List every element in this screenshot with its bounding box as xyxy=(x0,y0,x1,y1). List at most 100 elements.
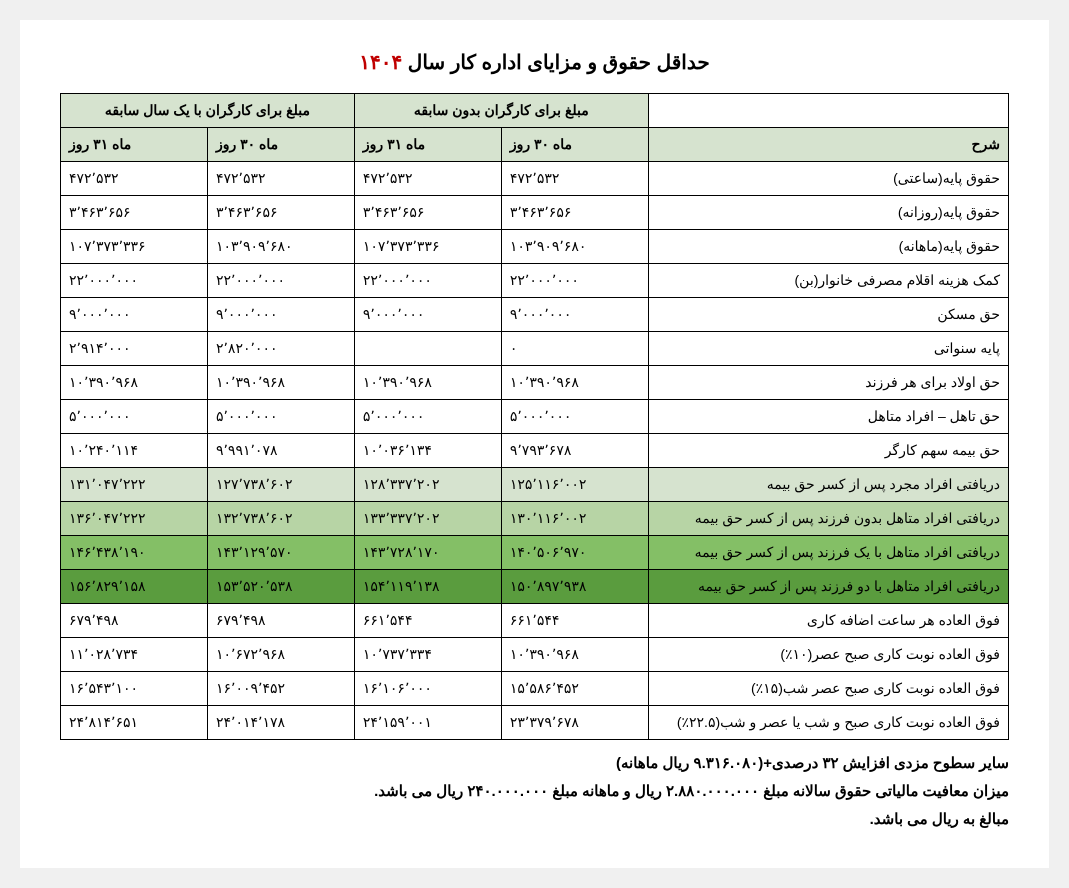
cell-value: ۵٬۰۰۰٬۰۰۰ xyxy=(207,400,354,434)
footnote-line: سایر سطوح مزدی افزایش ۳۲ درصدی+(۹.۳۱۶.۰۸… xyxy=(60,754,1009,772)
cell-value: ۱۳۳٬۳۳۷٬۲۰۲ xyxy=(354,502,501,536)
title-year: ۱۴۰۴ xyxy=(359,52,402,74)
cell-value: ۹٬۰۰۰٬۰۰۰ xyxy=(61,298,208,332)
cell-value: ۲۲٬۰۰۰٬۰۰۰ xyxy=(354,264,501,298)
table-row: حق اولاد برای هر فرزند۱۰٬۳۹۰٬۹۶۸۱۰٬۳۹۰٬۹… xyxy=(61,366,1009,400)
table-row: حقوق پایه(ماهانه)۱۰۳٬۹۰۹٬۶۸۰۱۰۷٬۳۷۳٬۳۳۶۱… xyxy=(61,230,1009,264)
cell-value: ۱۴۳٬۱۲۹٬۵۷۰ xyxy=(207,536,354,570)
cell-value: ۱۲۷٬۷۳۸٬۶۰۲ xyxy=(207,468,354,502)
cell-value: ۱۰۳٬۹۰۹٬۶۸۰ xyxy=(501,230,648,264)
cell-desc: فوق العاده نوبت کاری صبح عصر شب(۱۵٪) xyxy=(648,672,1008,706)
cell-value: ۱۳۶٬۰۴۷٬۲۲۲ xyxy=(61,502,208,536)
cell-value: ۲٬۸۲۰٬۰۰۰ xyxy=(207,332,354,366)
cell-desc: دریافتی افراد متاهل بدون فرزند پس از کسر… xyxy=(648,502,1008,536)
cell-desc: کمک هزینه اقلام مصرفی خانوار(بن) xyxy=(648,264,1008,298)
cell-value: ۱۶٬۱۰۶٬۰۰۰ xyxy=(354,672,501,706)
table-row: حق تاهل – افراد متاهل۵٬۰۰۰٬۰۰۰۵٬۰۰۰٬۰۰۰۵… xyxy=(61,400,1009,434)
cell-value: ۱۳۰٬۱۱۶٬۰۰۲ xyxy=(501,502,648,536)
cell-value: ۴۷۲٬۵۳۲ xyxy=(354,162,501,196)
cell-value: ۱۳۲٬۷۳۸٬۶۰۲ xyxy=(207,502,354,536)
cell-value: ۱۶٬۰۰۹٬۴۵۲ xyxy=(207,672,354,706)
cell-value: ۱۰٬۳۹۰٬۹۶۸ xyxy=(354,366,501,400)
cell-desc: حق بیمه سهم کارگر xyxy=(648,434,1008,468)
table-row: حق بیمه سهم کارگر۹٬۷۹۳٬۶۷۸۱۰٬۰۳۶٬۱۳۴۹٬۹۹… xyxy=(61,434,1009,468)
cell-desc: فوق العاده نوبت کاری صبح و شب یا عصر و ش… xyxy=(648,706,1008,740)
cell-value: ۱۰٬۲۴۰٬۱۱۴ xyxy=(61,434,208,468)
cell-desc: حق تاهل – افراد متاهل xyxy=(648,400,1008,434)
cell-desc: حق اولاد برای هر فرزند xyxy=(648,366,1008,400)
header-exp-30: ماه ۳۰ روز xyxy=(207,128,354,162)
cell-value: ۲۴٬۸۱۴٬۶۵۱ xyxy=(61,706,208,740)
cell-value: ۱۰٬۳۹۰٬۹۶۸ xyxy=(61,366,208,400)
cell-value: ۲۴٬۰۱۴٬۱۷۸ xyxy=(207,706,354,740)
cell-value: ۱۴۳٬۷۲۸٬۱۷۰ xyxy=(354,536,501,570)
cell-value: ۱۱٬۰۲۸٬۷۳۴ xyxy=(61,638,208,672)
footnote-line: میزان معافیت مالیاتی حقوق سالانه مبلغ ۲.… xyxy=(60,782,1009,800)
cell-value: ۱۵۴٬۱۱۹٬۱۳۸ xyxy=(354,570,501,604)
cell-value: ۹٬۰۰۰٬۰۰۰ xyxy=(207,298,354,332)
cell-value: ۵٬۰۰۰٬۰۰۰ xyxy=(61,400,208,434)
cell-value: ۱۳۱٬۰۴۷٬۲۲۲ xyxy=(61,468,208,502)
cell-value: ۱۵۳٬۵۲۰٬۵۳۸ xyxy=(207,570,354,604)
table-row: دریافتی افراد متاهل با یک فرزند پس از کس… xyxy=(61,536,1009,570)
cell-value: ۳٬۴۶۳٬۶۵۶ xyxy=(354,196,501,230)
cell-value: ۱۴۶٬۴۳۸٬۱۹۰ xyxy=(61,536,208,570)
cell-value: ۶۶۱٬۵۴۴ xyxy=(501,604,648,638)
cell-value: ۳٬۴۶۳٬۶۵۶ xyxy=(501,196,648,230)
page: حداقل حقوق و مزایای اداره کار سال ۱۴۰۴ م… xyxy=(20,20,1049,868)
cell-value: ۲۴٬۱۵۹٬۰۰۱ xyxy=(354,706,501,740)
cell-value: ۲۳٬۳۷۹٬۶۷۸ xyxy=(501,706,648,740)
cell-value: ۱۲۵٬۱۱۶٬۰۰۲ xyxy=(501,468,648,502)
cell-desc: حقوق پایه(ماهانه) xyxy=(648,230,1008,264)
header-group-exp: مبلغ برای کارگران با یک سال سابقه xyxy=(61,94,355,128)
cell-value: ۱۰٬۳۹۰٬۹۶۸ xyxy=(501,638,648,672)
cell-value: ۴۷۲٬۵۳۲ xyxy=(207,162,354,196)
table-row: پایه سنواتی۰۲٬۸۲۰٬۰۰۰۲٬۹۱۴٬۰۰۰ xyxy=(61,332,1009,366)
cell-value: ۶۶۱٬۵۴۴ xyxy=(354,604,501,638)
cell-desc: فوق العاده نوبت کاری صبح عصر(۱۰٪) xyxy=(648,638,1008,672)
cell-value: ۱۵٬۵۸۶٬۴۵۲ xyxy=(501,672,648,706)
cell-value: ۲۲٬۰۰۰٬۰۰۰ xyxy=(501,264,648,298)
cell-value: ۲۲٬۰۰۰٬۰۰۰ xyxy=(207,264,354,298)
cell-desc: حقوق پایه(ساعتی) xyxy=(648,162,1008,196)
header-blank-topright xyxy=(648,94,1008,128)
table-row: حقوق پایه(ساعتی)۴۷۲٬۵۳۲۴۷۲٬۵۳۲۴۷۲٬۵۳۲۴۷۲… xyxy=(61,162,1009,196)
cell-value: ۱۰۳٬۹۰۹٬۶۸۰ xyxy=(207,230,354,264)
table-row: فوق العاده هر ساعت اضافه کاری۶۶۱٬۵۴۴۶۶۱٬… xyxy=(61,604,1009,638)
title-prefix: حداقل حقوق و مزایای اداره کار سال xyxy=(402,52,709,74)
cell-value: ۹٬۷۹۳٬۶۷۸ xyxy=(501,434,648,468)
cell-value: ۵٬۰۰۰٬۰۰۰ xyxy=(501,400,648,434)
header-desc: شرح xyxy=(648,128,1008,162)
table-row: دریافتی افراد متاهل بدون فرزند پس از کسر… xyxy=(61,502,1009,536)
cell-value: ۳٬۴۶۳٬۶۵۶ xyxy=(61,196,208,230)
cell-value: ۱۵۶٬۸۲۹٬۱۵۸ xyxy=(61,570,208,604)
table-row: دریافتی افراد مجرد پس از کسر حق بیمه۱۲۵٬… xyxy=(61,468,1009,502)
table-row: فوق العاده نوبت کاری صبح عصر شب(۱۵٪)۱۵٬۵… xyxy=(61,672,1009,706)
table-row: حقوق پایه(روزانه)۳٬۴۶۳٬۶۵۶۳٬۴۶۳٬۶۵۶۳٬۴۶۳… xyxy=(61,196,1009,230)
cell-value: ۱۰٬۰۳۶٬۱۳۴ xyxy=(354,434,501,468)
cell-desc: حقوق پایه(روزانه) xyxy=(648,196,1008,230)
cell-value: ۱۵۰٬۸۹۷٬۹۳۸ xyxy=(501,570,648,604)
cell-desc: فوق العاده هر ساعت اضافه کاری xyxy=(648,604,1008,638)
cell-value: ۱۲۸٬۳۳۷٬۲۰۲ xyxy=(354,468,501,502)
cell-value: ۶۷۹٬۴۹۸ xyxy=(207,604,354,638)
cell-value: ۱۰۷٬۳۷۳٬۳۳۶ xyxy=(354,230,501,264)
cell-value: ۱۶٬۵۴۳٬۱۰۰ xyxy=(61,672,208,706)
header-exp-31: ماه ۳۱ روز xyxy=(61,128,208,162)
cell-desc: دریافتی افراد متاهل با یک فرزند پس از کس… xyxy=(648,536,1008,570)
cell-value: ۱۴۰٬۵۰۶٬۹۷۰ xyxy=(501,536,648,570)
table-row: حق مسکن۹٬۰۰۰٬۰۰۰۹٬۰۰۰٬۰۰۰۹٬۰۰۰٬۰۰۰۹٬۰۰۰٬… xyxy=(61,298,1009,332)
cell-value: ۳٬۴۶۳٬۶۵۶ xyxy=(207,196,354,230)
cell-value: ۱۰٬۳۹۰٬۹۶۸ xyxy=(207,366,354,400)
cell-value: ۲٬۹۱۴٬۰۰۰ xyxy=(61,332,208,366)
cell-value: ۹٬۰۰۰٬۰۰۰ xyxy=(501,298,648,332)
cell-value xyxy=(354,332,501,366)
cell-value: ۱۰۷٬۳۷۳٬۳۳۶ xyxy=(61,230,208,264)
cell-value: ۱۰٬۷۳۷٬۳۳۴ xyxy=(354,638,501,672)
header-noexp-30: ماه ۳۰ روز xyxy=(501,128,648,162)
cell-value: ۲۲٬۰۰۰٬۰۰۰ xyxy=(61,264,208,298)
cell-value: ۱۰٬۶۷۲٬۹۶۸ xyxy=(207,638,354,672)
cell-value: ۵٬۰۰۰٬۰۰۰ xyxy=(354,400,501,434)
table-row: فوق العاده نوبت کاری صبح عصر(۱۰٪)۱۰٬۳۹۰٬… xyxy=(61,638,1009,672)
header-group-noexp: مبلغ برای کارگران بدون سابقه xyxy=(354,94,648,128)
